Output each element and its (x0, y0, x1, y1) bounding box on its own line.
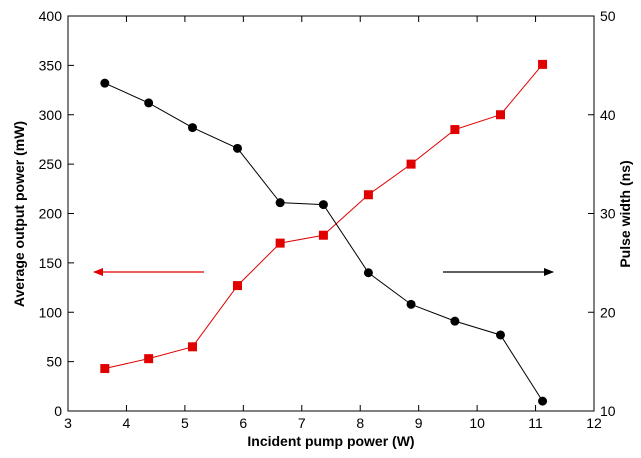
data-point-right-3 (232, 143, 242, 153)
x-tick-label-6: 9 (415, 415, 423, 431)
right-y-tick-label-2: 30 (600, 206, 616, 222)
data-point-right-6 (363, 268, 373, 278)
data-point-left-1 (144, 354, 154, 364)
x-tick-label-4: 7 (298, 415, 306, 431)
right-y-axis-title: Pulse width (ns) (617, 160, 633, 267)
left-y-tick-label-0: 0 (54, 403, 62, 419)
left-y-tick-label-6: 300 (39, 107, 63, 123)
left-y-tick-label-7: 350 (39, 57, 63, 73)
left-y-axis-ticks: 0 50 100 150 200 250 300 350 400 (39, 8, 74, 419)
left-y-tick-label-4: 200 (39, 206, 63, 222)
right-y-axis-ticks: 10 20 30 40 50 (588, 8, 616, 419)
right-y-tick-label-0: 10 (600, 403, 616, 419)
data-point-left-0 (100, 364, 110, 374)
right-y-tick-label-4: 50 (600, 8, 616, 24)
data-point-left-9 (495, 110, 505, 120)
data-point-left-8 (450, 125, 460, 135)
series-layer (100, 59, 548, 406)
data-point-right-7 (406, 299, 416, 309)
x-tick-label-5: 8 (356, 415, 364, 431)
plot-frame (67, 15, 595, 412)
data-point-right-10 (538, 396, 548, 406)
x-tick-label-2: 5 (181, 415, 189, 431)
left-y-tick-label-1: 50 (46, 354, 62, 370)
x-axis-ticks: 3 4 5 6 7 8 9 10 11 12 (64, 16, 602, 431)
x-tick-label-0: 3 (64, 415, 72, 431)
left-y-tick-label-8: 400 (39, 8, 63, 24)
right-y-tick-label-1: 20 (600, 304, 616, 320)
x-tick-label-8: 11 (528, 415, 543, 431)
data-point-left-2 (187, 342, 197, 352)
series-line-right (104, 82, 543, 402)
right-y-tick-label-3: 40 (600, 107, 616, 123)
data-point-left-4 (275, 238, 285, 248)
left-y-tick-label-2: 100 (39, 304, 63, 320)
data-point-left-6 (363, 190, 373, 200)
x-tick-label-9: 12 (586, 415, 602, 431)
data-point-right-0 (100, 78, 110, 88)
x-tick-label-1: 4 (123, 415, 131, 431)
x-axis-title: Incident pump power (W) (247, 433, 414, 449)
data-point-right-2 (187, 123, 197, 133)
data-point-right-9 (495, 330, 505, 340)
data-point-left-3 (232, 281, 242, 291)
x-tick-label-3: 6 (239, 415, 247, 431)
data-point-right-8 (450, 316, 460, 326)
left-y-axis-title: Average output power (mW) (11, 121, 27, 307)
x-tick-label-7: 10 (469, 415, 485, 431)
data-point-left-7 (406, 159, 416, 169)
series-line-left (104, 64, 543, 370)
data-point-left-5 (318, 230, 328, 240)
data-point-right-5 (318, 200, 328, 210)
left-y-tick-label-3: 150 (39, 255, 63, 271)
data-point-left-10 (538, 59, 548, 69)
data-point-right-1 (144, 98, 154, 108)
data-point-right-4 (275, 198, 285, 208)
left-y-tick-label-5: 250 (39, 156, 63, 172)
